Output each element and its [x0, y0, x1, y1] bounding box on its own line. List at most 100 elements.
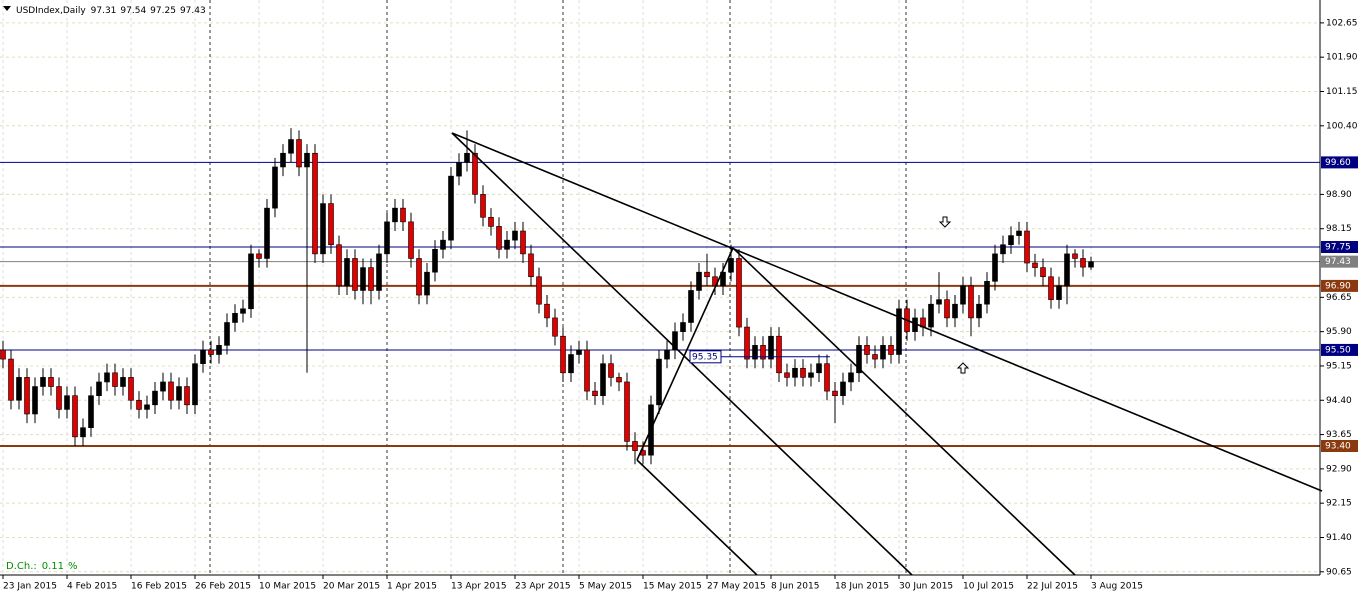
y-tick-label: 92.15	[1326, 499, 1352, 509]
candle-body	[280, 152, 286, 168]
candle-body	[760, 345, 766, 360]
candle-body	[1056, 285, 1062, 300]
candle-body	[8, 358, 14, 401]
trend-line	[451, 132, 1323, 492]
annotation-label: 95.35	[692, 352, 718, 362]
level-box	[1321, 156, 1358, 169]
annotation-layer: 95.35	[689, 350, 830, 364]
candle-body	[24, 377, 30, 415]
candle-body	[784, 372, 790, 378]
candle-body	[608, 363, 614, 378]
candle-body	[1000, 244, 1006, 255]
candle-body	[392, 207, 398, 223]
candle-body	[80, 427, 86, 438]
candle-body	[272, 166, 278, 209]
candle-body	[592, 390, 598, 396]
bid-label: 97.43	[1325, 257, 1351, 267]
candle-body	[840, 381, 846, 396]
candle-body	[408, 221, 414, 259]
menu-icon	[3, 6, 11, 11]
candle-body	[984, 281, 990, 305]
header-high: 97.54	[120, 6, 146, 16]
indicator-label: D.Ch.:	[6, 561, 37, 572]
candle-body	[240, 308, 246, 314]
x-tick-label: 23 Apr 2015	[515, 582, 571, 592]
candle-body	[432, 249, 438, 273]
candle-body	[1088, 261, 1094, 268]
y-tick-label: 101.90	[1326, 53, 1358, 63]
axis-layer: 102.65 101.90 101.15 100.40 98.90 98.15 96.65 9…	[2, 18, 1358, 592]
candle-body	[128, 377, 134, 401]
candle-body	[616, 377, 622, 383]
candle-body	[424, 271, 430, 296]
candle-body	[440, 239, 446, 250]
y-tick-label: 92.90	[1326, 464, 1352, 474]
candle-body	[656, 358, 662, 406]
candle-body	[104, 372, 110, 383]
y-tick-label: 95.15	[1326, 361, 1352, 371]
candle-body	[624, 381, 630, 442]
candle-body	[448, 175, 454, 241]
candle-body	[96, 381, 102, 396]
candle-body	[936, 299, 942, 305]
indicator-value: 0.11	[42, 561, 64, 572]
bid-box	[1321, 255, 1358, 268]
candle-body	[376, 253, 382, 291]
x-tick-label: 15 May 2015	[643, 582, 702, 592]
candle-body	[328, 203, 334, 246]
candle-body	[632, 441, 638, 451]
candle-body	[72, 395, 78, 438]
candle-body	[816, 363, 822, 374]
y-tick-label: 98.90	[1326, 190, 1352, 200]
sell-arrow	[938, 216, 952, 228]
x-tick-label: 8 Jun 2015	[771, 582, 819, 592]
candle-body	[1008, 235, 1014, 246]
level-box	[1321, 279, 1358, 292]
y-tick-label: 98.15	[1326, 224, 1352, 234]
candle-body	[304, 152, 310, 168]
candle-body	[368, 267, 374, 291]
candle-body	[952, 303, 958, 319]
candle-body	[464, 152, 470, 163]
candle-body	[360, 267, 366, 291]
y-tick-label: 96.65	[1326, 293, 1352, 303]
candle-body	[288, 139, 294, 154]
candle-body	[208, 349, 214, 355]
candle-body	[16, 377, 22, 401]
x-tick-label: 1 Apr 2015	[387, 582, 437, 592]
candle-body	[872, 354, 878, 360]
y-tick-label: 91.40	[1326, 533, 1352, 543]
candle-body	[416, 258, 422, 296]
candle-body	[696, 271, 702, 291]
chart-header: USDIndex,Daily 97.31 97.54 97.25 97.43	[16, 6, 206, 16]
level-box	[1321, 241, 1358, 254]
candle-body	[352, 258, 358, 291]
trend-lines	[451, 132, 1323, 576]
candle-body	[848, 372, 854, 383]
candle-body	[152, 390, 158, 406]
candle-body	[264, 207, 270, 259]
candle-body	[472, 152, 478, 195]
candle-body	[584, 349, 590, 392]
candles-layer	[0, 128, 1094, 465]
candle-body	[136, 399, 142, 410]
candle-body	[688, 290, 694, 323]
y-tick-label: 100.40	[1326, 121, 1358, 131]
y-tick-label: 90.65	[1326, 567, 1352, 577]
candle-body	[800, 367, 806, 378]
candle-body	[40, 377, 46, 387]
candle-body	[216, 345, 222, 355]
y-tick-label: 93.65	[1326, 430, 1352, 440]
candle-body	[320, 203, 326, 255]
candle-body	[968, 285, 974, 319]
candle-body	[232, 313, 238, 323]
candle-body	[296, 139, 302, 168]
candle-body	[512, 230, 518, 241]
candle-body	[184, 386, 190, 406]
x-tick-label: 4 Feb 2015	[67, 582, 117, 592]
indicator: D.Ch.: 0.11%	[6, 561, 78, 572]
candle-body	[864, 345, 870, 355]
x-tick-label: 22 Jul 2015	[1027, 582, 1078, 592]
candle-body	[536, 276, 542, 305]
candle-body	[1072, 253, 1078, 259]
